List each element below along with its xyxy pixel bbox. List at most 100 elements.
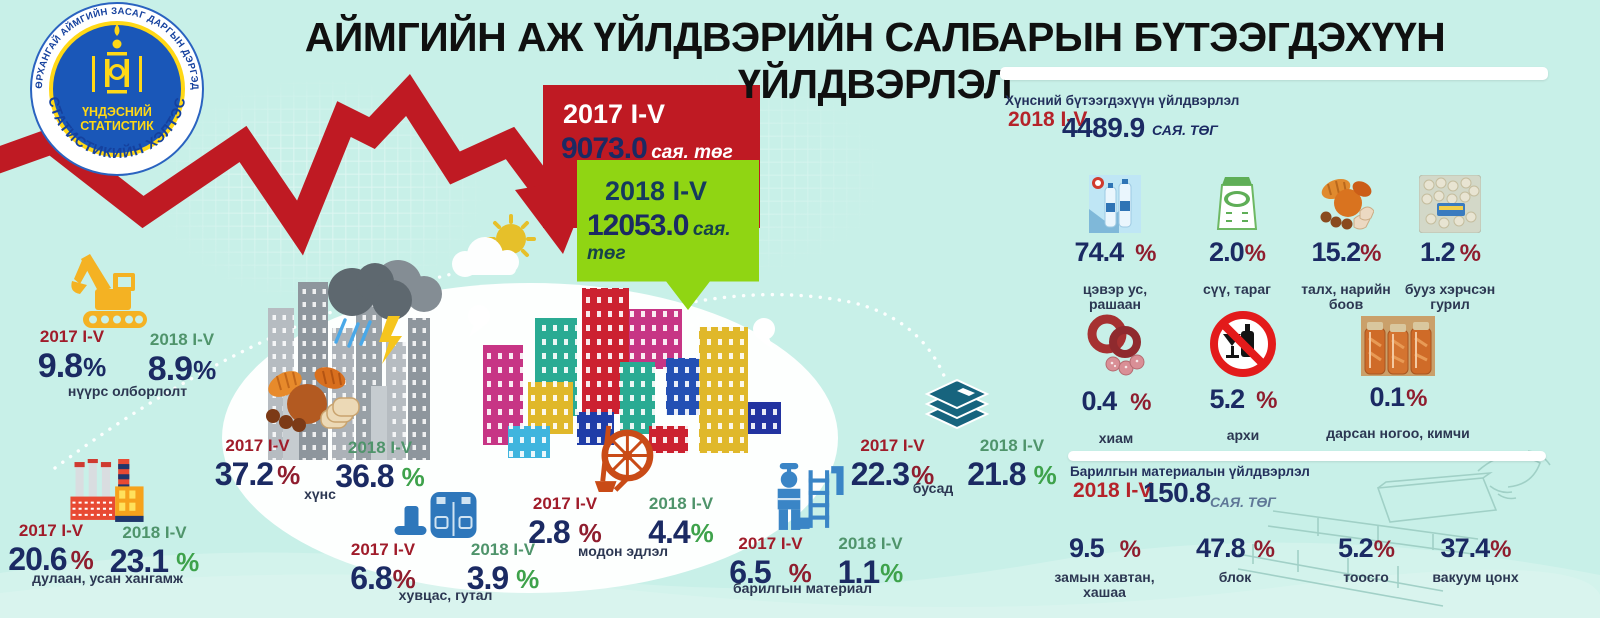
svg-text:СТАТИСТИК: СТАТИСТИК: [80, 119, 154, 133]
percent-sign: %: [401, 462, 425, 492]
spinning-wheel-icon: [594, 425, 654, 493]
item-label: талх, нарийн боов: [1301, 281, 1391, 313]
food-item-dumplings: 1.2% бууз хэрчсэн гурил: [1395, 175, 1505, 313]
percent-sign: %: [880, 558, 904, 588]
dotted-arcs: [53, 258, 947, 470]
percent-sign: %: [70, 545, 94, 575]
divider-bottom: [1068, 451, 1546, 461]
percent-sign: %: [1033, 460, 1057, 490]
callout-2018-period: 2018 I-V: [605, 176, 708, 206]
lightning-icon: [379, 316, 402, 364]
percent-sign: %: [277, 460, 301, 490]
percent-sign: %: [392, 564, 416, 594]
item-value: 15.2: [1311, 237, 1362, 267]
value-2018: 1.1: [837, 554, 880, 590]
page-title: АЙМГИЙН АЖ ҮЙЛДВЭРИЙН САЛБАРЫН БҮТЭЭГДЭХ…: [304, 14, 1446, 107]
percent-sign: %: [1253, 536, 1275, 563]
percent-sign: %: [911, 460, 935, 490]
pickled-jars-icon: [1361, 316, 1435, 376]
item-value: 2.0: [1209, 237, 1245, 267]
value-2018: 8.9: [147, 350, 193, 388]
construction-panel-unit: САЯ. ТӨГ: [1210, 494, 1276, 510]
item-label: блок: [1218, 569, 1252, 585]
value-2017: 6.5: [729, 554, 771, 590]
percent-sign: %: [1244, 240, 1266, 267]
item-label: хиам: [1098, 430, 1134, 446]
item-value: 37.4: [1440, 533, 1491, 563]
period-2017: 2017 I-V: [532, 494, 598, 513]
item-label: бууз хэрчсэн гурил: [1404, 281, 1496, 313]
construction-item-brick: 5.2% тоосго: [1306, 533, 1426, 585]
food-item-milk: 2.0% сүү, тараг: [1182, 175, 1292, 297]
item-value: 0.1: [1369, 382, 1406, 412]
percent-sign: %: [1135, 240, 1156, 267]
item-label: вакуум цонх: [1432, 569, 1519, 585]
dumplings-bag-icon: [1419, 175, 1481, 233]
speech-bubble-icon: [468, 305, 775, 350]
period-2017: 2017 I-V: [18, 521, 84, 540]
sector-construction-materials: 2017 I-V 6.5% 2018 I-V 1.1% барилгын мат…: [695, 462, 910, 597]
construction-item-paving: 9.5% замын хавтан, хашаа: [1042, 533, 1167, 601]
sector-name: хувцас, гутал: [398, 587, 493, 603]
sector-food: 2017 I-V 37.2% 2018 I-V 36.8% хүнс: [205, 358, 435, 503]
storm-cloud-icon: [328, 260, 442, 364]
sector-coal: 2017 I-V 9.8% 2018 I-V 8.9% нүүрс олборл…: [20, 233, 235, 403]
value-2018: 21.8: [967, 456, 1026, 492]
construction-panel-value: 150.8: [1143, 477, 1211, 508]
value-2017: 37.2: [214, 456, 274, 492]
food-item-sausage: 0.4% хиам: [1056, 312, 1176, 446]
item-value: 47.8: [1196, 533, 1246, 563]
books-icon: [924, 378, 990, 430]
percent-sign: %: [1373, 536, 1395, 563]
bakery-icon: [1320, 178, 1374, 230]
construction-item-window: 37.4% вакуум цонх: [1413, 533, 1538, 585]
bread-icon: [266, 367, 360, 432]
item-value: 0.4: [1081, 386, 1118, 416]
sector-name: дулаан, усан хангамж: [32, 570, 183, 586]
sector-other: 2017 I-V 22.3% 2018 I-V 21.8% бусад: [845, 372, 1065, 497]
percent-sign: %: [1130, 389, 1151, 416]
value-2017: 9.8: [37, 347, 83, 385]
no-alcohol-icon: [1210, 311, 1276, 377]
callout-2017-period: 2017 I-V: [563, 99, 666, 129]
food-item-bakery: 15.2% талх, нарийн боов: [1286, 175, 1406, 313]
food-item-alcohol: 5.2% архи: [1183, 310, 1303, 443]
percent-sign: %: [788, 558, 812, 588]
item-value: 5.2: [1209, 384, 1246, 414]
period-2017: 2017 I-V: [350, 540, 416, 559]
divider-top: [1000, 67, 1548, 80]
water-bottles-icon: [1089, 175, 1141, 233]
food-item-kimchi: 0.1% дарсан ногоо, кимчи: [1323, 316, 1473, 441]
excavator-icon: [71, 254, 147, 328]
clothes-icon: [394, 492, 477, 538]
item-value: 5.2: [1338, 533, 1374, 563]
colorful-city: [483, 288, 781, 458]
sector-name: модон эдлэл: [578, 543, 668, 559]
value-2017: 6.8: [350, 560, 392, 596]
period-2017: 2017 I-V: [39, 327, 105, 346]
item-label: цэвэр ус, рашаан: [1082, 281, 1148, 313]
bricklaying-sketch: [1237, 450, 1551, 607]
period-2017: 2017 I-V: [225, 436, 290, 455]
soyombo-icon: [92, 24, 142, 94]
value-2017: 22.3: [850, 456, 910, 492]
percent-sign: %: [578, 518, 602, 548]
period-2018: 2018 I-V: [470, 540, 536, 559]
white-cloud-icon: [452, 237, 519, 277]
callout-2017-unit: сая. төг: [651, 142, 733, 163]
period-2018: 2018 I-V: [149, 330, 215, 349]
construction-panel-period: 2018 I-V: [1073, 479, 1153, 502]
period-2018: 2018 I-V: [838, 534, 903, 553]
food-panel-unit: САЯ. ТӨГ: [1152, 122, 1218, 138]
callout-2018-unit: сая. төг: [587, 219, 731, 264]
percent-sign: %: [690, 518, 714, 548]
painter-icon: [777, 463, 844, 530]
sector-name: бусад: [912, 480, 954, 496]
percent-sign: %: [193, 355, 217, 385]
value-2018: 36.8: [335, 458, 394, 494]
food-item-water: 74.4% цэвэр ус, рашаан: [1055, 175, 1175, 313]
percent-sign: %: [516, 564, 540, 594]
callout-2017-value: 9073.0: [561, 132, 648, 165]
percent-sign: %: [176, 547, 200, 577]
